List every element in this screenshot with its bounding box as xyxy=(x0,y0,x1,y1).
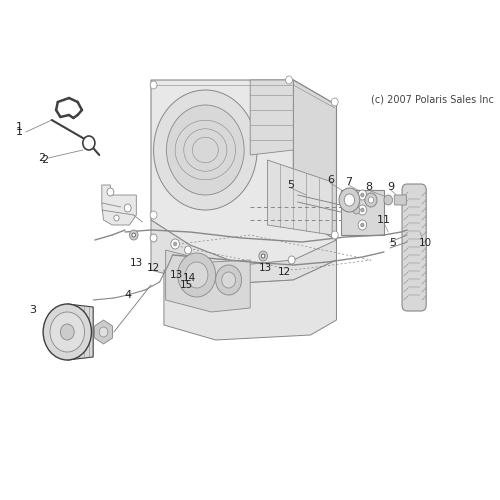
Text: 2: 2 xyxy=(38,153,45,163)
Circle shape xyxy=(178,253,216,297)
Circle shape xyxy=(60,324,74,340)
Circle shape xyxy=(342,200,351,210)
Circle shape xyxy=(43,304,92,360)
Text: 5: 5 xyxy=(389,238,396,248)
Text: 6: 6 xyxy=(327,175,334,185)
Circle shape xyxy=(353,206,360,214)
Text: 9: 9 xyxy=(388,182,394,192)
Circle shape xyxy=(107,188,114,196)
Polygon shape xyxy=(151,80,336,265)
Circle shape xyxy=(150,81,157,89)
Circle shape xyxy=(365,193,377,207)
Polygon shape xyxy=(250,80,294,155)
Circle shape xyxy=(150,234,157,242)
Circle shape xyxy=(50,312,84,352)
Circle shape xyxy=(368,197,374,203)
Text: 13: 13 xyxy=(130,258,143,268)
Text: 3: 3 xyxy=(30,305,36,315)
Polygon shape xyxy=(294,80,337,240)
Polygon shape xyxy=(68,304,93,360)
Circle shape xyxy=(358,220,366,230)
Circle shape xyxy=(344,194,354,206)
Circle shape xyxy=(130,230,138,240)
Text: 7: 7 xyxy=(345,177,352,187)
Circle shape xyxy=(332,231,338,239)
Polygon shape xyxy=(268,160,332,235)
Circle shape xyxy=(83,136,95,150)
Circle shape xyxy=(186,262,208,288)
Text: 2: 2 xyxy=(42,155,48,165)
Circle shape xyxy=(286,76,292,84)
Circle shape xyxy=(114,215,119,221)
Polygon shape xyxy=(166,250,250,312)
Polygon shape xyxy=(102,185,136,225)
Circle shape xyxy=(339,188,360,212)
Polygon shape xyxy=(164,260,336,340)
Circle shape xyxy=(132,233,136,237)
Circle shape xyxy=(216,265,242,295)
Circle shape xyxy=(222,272,235,288)
Text: 1: 1 xyxy=(16,127,22,137)
Circle shape xyxy=(288,256,295,264)
Circle shape xyxy=(332,98,338,106)
Text: 13: 13 xyxy=(170,270,183,280)
Text: 14: 14 xyxy=(183,273,196,283)
Circle shape xyxy=(360,193,364,197)
Circle shape xyxy=(360,208,364,212)
Circle shape xyxy=(124,204,131,212)
Circle shape xyxy=(95,322,112,342)
Circle shape xyxy=(99,327,108,337)
Circle shape xyxy=(184,246,192,254)
Circle shape xyxy=(262,254,265,258)
Text: (c) 2007 Polaris Sales Inc: (c) 2007 Polaris Sales Inc xyxy=(371,95,494,105)
Circle shape xyxy=(174,242,177,246)
Circle shape xyxy=(171,239,179,249)
Circle shape xyxy=(150,211,157,219)
FancyBboxPatch shape xyxy=(402,184,426,311)
Text: 8: 8 xyxy=(365,182,372,192)
Circle shape xyxy=(384,195,392,205)
Text: 12: 12 xyxy=(147,263,160,273)
Circle shape xyxy=(358,190,366,200)
Circle shape xyxy=(358,205,366,215)
Text: 10: 10 xyxy=(419,238,432,248)
Text: 4: 4 xyxy=(124,290,131,300)
Text: 11: 11 xyxy=(377,215,391,225)
Text: 13: 13 xyxy=(259,263,272,273)
FancyBboxPatch shape xyxy=(394,195,406,205)
Polygon shape xyxy=(94,320,112,344)
Text: 1: 1 xyxy=(16,122,22,132)
Circle shape xyxy=(154,90,257,210)
Circle shape xyxy=(166,105,244,195)
Circle shape xyxy=(259,251,268,261)
Text: 12: 12 xyxy=(278,267,291,277)
Polygon shape xyxy=(341,190,384,235)
Text: 5: 5 xyxy=(287,180,294,190)
Text: 15: 15 xyxy=(180,280,193,290)
Circle shape xyxy=(360,223,364,227)
Polygon shape xyxy=(151,220,336,285)
